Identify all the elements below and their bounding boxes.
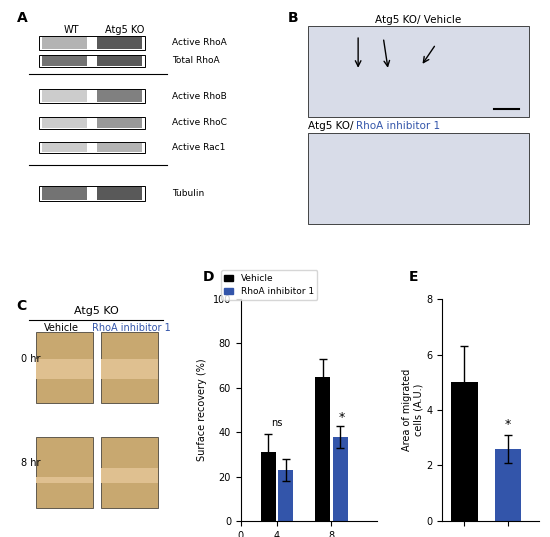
Bar xyxy=(308,133,529,224)
Text: *: * xyxy=(339,411,345,424)
Bar xyxy=(39,142,145,153)
Bar xyxy=(39,89,145,103)
Text: Atg5 KO: Atg5 KO xyxy=(105,25,144,35)
Bar xyxy=(333,437,348,521)
Text: Active RhoB: Active RhoB xyxy=(172,92,227,100)
Bar xyxy=(97,56,142,66)
Y-axis label: Area of migrated
cells (A.U.): Area of migrated cells (A.U.) xyxy=(402,369,424,451)
Bar xyxy=(315,377,330,521)
Bar xyxy=(42,37,87,49)
Text: Total RhoA: Total RhoA xyxy=(172,56,220,65)
Text: Tubulin: Tubulin xyxy=(172,189,205,198)
Bar xyxy=(101,437,158,507)
Text: A: A xyxy=(16,11,28,25)
Bar xyxy=(42,143,87,151)
Bar xyxy=(42,187,87,200)
Text: 8 hr: 8 hr xyxy=(21,458,41,468)
Bar xyxy=(97,37,142,49)
Bar xyxy=(101,468,158,483)
Text: Active Rac1: Active Rac1 xyxy=(172,143,226,151)
Bar xyxy=(97,187,142,200)
Bar xyxy=(42,56,87,66)
Text: *: * xyxy=(505,418,512,431)
Text: ns: ns xyxy=(271,417,283,427)
Bar xyxy=(495,449,521,521)
Bar xyxy=(36,437,93,507)
Text: C: C xyxy=(16,299,27,313)
Bar xyxy=(451,382,477,521)
Text: 0 hr: 0 hr xyxy=(21,354,41,364)
Bar xyxy=(97,143,142,151)
Text: B: B xyxy=(288,11,299,25)
Bar xyxy=(42,90,87,102)
Bar xyxy=(308,26,529,117)
Bar xyxy=(36,332,93,403)
Text: Active RhoA: Active RhoA xyxy=(172,39,227,47)
Text: Vehicle: Vehicle xyxy=(43,323,79,333)
Bar xyxy=(101,332,158,403)
Bar xyxy=(39,55,145,67)
Text: RhoA inhibitor 1: RhoA inhibitor 1 xyxy=(356,120,440,130)
Bar xyxy=(36,359,93,379)
Bar xyxy=(97,118,142,128)
Bar xyxy=(39,117,145,129)
Text: RhoA inhibitor 1: RhoA inhibitor 1 xyxy=(92,323,170,333)
Text: Atg5 KO/: Atg5 KO/ xyxy=(308,120,356,130)
Bar xyxy=(36,476,93,483)
Bar xyxy=(278,470,293,521)
Text: E: E xyxy=(409,270,418,284)
Bar xyxy=(39,35,145,50)
Bar xyxy=(39,186,145,201)
Y-axis label: Surface recovery (%): Surface recovery (%) xyxy=(197,359,207,461)
Text: D: D xyxy=(202,270,214,284)
Bar xyxy=(101,359,158,379)
Text: Atg5 KO: Atg5 KO xyxy=(74,306,118,316)
Legend: Vehicle, RhoA inhibitor 1: Vehicle, RhoA inhibitor 1 xyxy=(221,270,317,300)
Bar xyxy=(97,90,142,102)
Text: WT: WT xyxy=(64,25,80,35)
Bar xyxy=(261,452,276,521)
Bar xyxy=(42,118,87,128)
Text: Atg5 KO/ Vehicle: Atg5 KO/ Vehicle xyxy=(375,15,461,25)
Text: Active RhoC: Active RhoC xyxy=(172,118,227,127)
